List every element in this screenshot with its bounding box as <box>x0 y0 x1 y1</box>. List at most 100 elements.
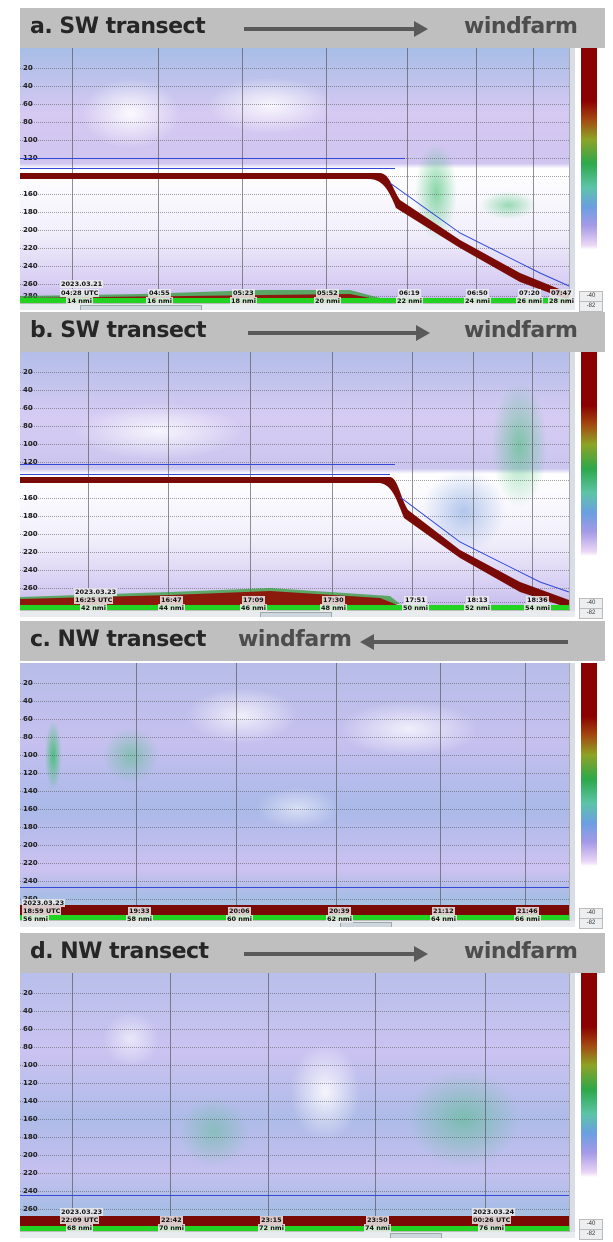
seabed-line-a <box>20 173 570 304</box>
time-label: 19:33 <box>128 907 151 915</box>
panel-b-target: windfarm <box>464 318 578 343</box>
distance-label: 68 nmi <box>66 1224 93 1232</box>
depth-label: 20 <box>23 989 33 997</box>
depth-label: 180 <box>23 1133 38 1141</box>
depth-label: 40 <box>23 386 33 394</box>
time-label: 21:12 <box>432 907 455 915</box>
panel-a-target: windfarm <box>464 14 578 39</box>
time-label: 18:59 UTC <box>22 907 62 915</box>
vertical-scrollbar[interactable] <box>569 663 575 921</box>
distance-label: 14 nmi <box>66 297 93 305</box>
echogram-d: 20 40 60 80 100 120 140 160 180 200 220 … <box>20 973 575 1238</box>
depth-label: 160 <box>23 190 38 198</box>
horizontal-scrollbar[interactable] <box>20 920 575 927</box>
time-label: 17:09 <box>242 596 265 604</box>
time-label: 22:09 UTC <box>60 1216 100 1224</box>
seabed-d <box>20 1216 575 1227</box>
depth-label: 240 <box>23 877 38 885</box>
depth-label: 40 <box>23 82 33 90</box>
horizontal-scrollbar[interactable] <box>20 1231 575 1238</box>
panel-a-title: a. SW transect <box>30 14 206 39</box>
scale-max-box[interactable]: -82 <box>579 608 603 619</box>
date-label: 2023.03.24 <box>472 1208 516 1216</box>
scale-max-box[interactable]: -82 <box>579 1229 603 1240</box>
scale-max-box[interactable]: -82 <box>579 918 603 929</box>
depth-label: 180 <box>23 512 38 520</box>
distance-label: 46 nmi <box>240 604 267 612</box>
panel-d-target: windfarm <box>464 939 578 964</box>
distance-label: 70 nmi <box>158 1224 185 1232</box>
distance-label: 24 nmi <box>464 297 491 305</box>
distance-label: 72 nmi <box>258 1224 285 1232</box>
panel-d-header: d. NW transect windfarm <box>20 933 605 973</box>
depth-label: 100 <box>23 751 38 759</box>
time-label: 21:46 <box>516 907 539 915</box>
depth-label: 240 <box>23 566 38 574</box>
depth-label: 60 <box>23 404 33 412</box>
distance-label: 16 nmi <box>146 297 173 305</box>
time-label: 17:51 <box>404 596 427 604</box>
time-label: 20:06 <box>228 907 251 915</box>
time-label: 23:15 <box>260 1216 283 1224</box>
distance-label: 28 nmi <box>548 297 575 305</box>
horizontal-scrollbar[interactable] <box>20 610 575 617</box>
distance-label: 50 nmi <box>402 604 429 612</box>
distance-label: 62 nmi <box>326 915 353 923</box>
vertical-scrollbar[interactable] <box>569 48 575 304</box>
vertical-scrollbar[interactable] <box>569 973 575 1232</box>
distance-label: 20 nmi <box>314 297 341 305</box>
date-label: 2023.03.23 <box>60 1208 104 1216</box>
distance-label: 56 nmi <box>22 915 49 923</box>
depth-label: 80 <box>23 733 33 741</box>
panel-a: a. SW transect windfarm 20 40 60 80 100 … <box>20 8 605 312</box>
color-scale-b: -40 -82 <box>577 352 605 619</box>
time-label: 04:28 UTC <box>60 289 100 297</box>
time-label: 16:47 <box>160 596 183 604</box>
panel-d: d. NW transect windfarm 20 40 60 80 100 … <box>20 933 605 1240</box>
date-label: 2023.03.23 <box>22 899 66 907</box>
panel-c: c. NW transect windfarm 20 40 60 80 100 … <box>20 621 605 929</box>
depth-label: 260 <box>23 1205 38 1213</box>
time-label: 06:19 <box>398 289 421 297</box>
depth-label: 200 <box>23 1151 38 1159</box>
panel-b: b. SW transect windfarm 20 40 60 80 100 … <box>20 312 605 619</box>
depth-label: 120 <box>23 1079 38 1087</box>
depth-label: 200 <box>23 530 38 538</box>
distance-label: 64 nmi <box>430 915 457 923</box>
depth-label: 260 <box>23 584 38 592</box>
time-label: 22:42 <box>160 1216 183 1224</box>
depth-label: 240 <box>23 262 38 270</box>
depth-label: 160 <box>23 1115 38 1123</box>
time-label: 00:26 UTC <box>472 1216 512 1224</box>
echogram-b: 20 40 60 80 100 120 140 160 180 200 220 … <box>20 352 575 617</box>
scale-max-box[interactable]: -82 <box>579 301 603 312</box>
arrow-left-icon <box>360 634 568 650</box>
distance-label: 52 nmi <box>464 604 491 612</box>
panel-d-title: d. NW transect <box>30 939 209 964</box>
depth-label: 140 <box>23 787 38 795</box>
depth-label: 100 <box>23 440 38 448</box>
depth-label: 80 <box>23 118 33 126</box>
arrow-right-icon <box>244 946 428 962</box>
depth-label: 120 <box>23 769 38 777</box>
depth-label: 160 <box>23 805 38 813</box>
time-label: 06:50 <box>466 289 489 297</box>
depth-label: 120 <box>23 458 38 466</box>
depth-label: 200 <box>23 841 38 849</box>
color-scale-a: -40 -82 <box>577 48 605 312</box>
depth-label: 40 <box>23 1007 33 1015</box>
panel-a-header: a. SW transect windfarm <box>20 8 605 48</box>
depth-label: 40 <box>23 697 33 705</box>
time-label: 20:39 <box>328 907 351 915</box>
vertical-scrollbar[interactable] <box>569 352 575 611</box>
date-label: 2023.03.23 <box>74 588 118 596</box>
depth-label: 80 <box>23 422 33 430</box>
color-scale-c: -40 -82 <box>577 663 605 929</box>
time-label: 23:50 <box>366 1216 389 1224</box>
horizontal-scrollbar[interactable] <box>20 303 575 310</box>
depth-label: 200 <box>23 226 38 234</box>
depth-label: 220 <box>23 1169 38 1177</box>
panel-c-header: c. NW transect windfarm <box>20 621 605 661</box>
distance-label: 42 nmi <box>80 604 107 612</box>
panel-b-title: b. SW transect <box>30 318 206 343</box>
